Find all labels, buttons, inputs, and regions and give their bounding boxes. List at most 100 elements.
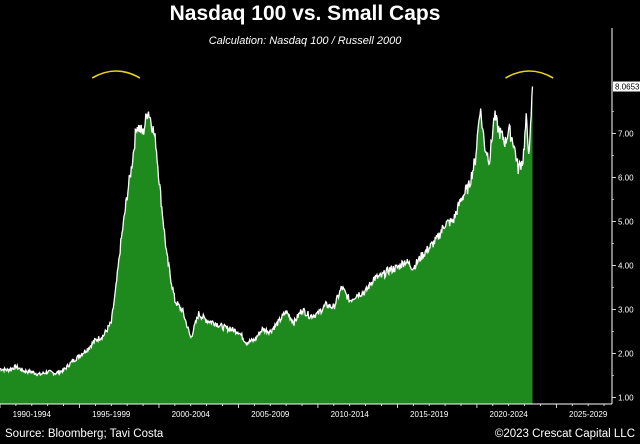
data-point <box>174 300 175 301</box>
data-point <box>71 362 72 363</box>
y-tick-label: 3.00 <box>618 305 634 314</box>
data-point <box>475 159 476 160</box>
data-point <box>87 348 88 349</box>
peak-arc-annotation <box>91 70 141 79</box>
data-point <box>532 86 533 87</box>
last-value-tag <box>613 81 640 92</box>
data-point <box>7 370 8 371</box>
x-tick-label: 2000-2004 <box>172 410 211 419</box>
data-point <box>111 322 112 323</box>
data-point <box>278 322 279 323</box>
data-point <box>317 313 318 314</box>
data-point <box>238 331 239 332</box>
data-point <box>293 322 294 323</box>
x-tick-label: 2015-2019 <box>410 410 449 419</box>
copyright-note: ©2023 Crescat Capital LLC <box>494 428 635 440</box>
series-line <box>0 86 534 377</box>
data-point <box>63 370 64 371</box>
data-point <box>499 131 500 132</box>
data-point <box>254 340 255 341</box>
data-point <box>286 311 287 312</box>
data-point <box>103 335 104 336</box>
peak-arc-annotation <box>505 70 554 79</box>
data-point <box>429 247 430 248</box>
data-point <box>301 309 302 310</box>
data-point <box>155 142 156 143</box>
data-point <box>160 194 161 195</box>
data-point <box>452 221 453 222</box>
data-point <box>190 337 191 338</box>
chart-subtitle: Calculation: Nasdaq 100 / Russell 2000 <box>208 35 402 47</box>
data-point <box>15 366 16 367</box>
data-point <box>518 168 519 169</box>
data-point <box>230 329 231 330</box>
x-tick-label: 2010-2014 <box>331 410 370 419</box>
axis-group: 1990-1994 1995-1999 2000-2004 2005-2009 2010… <box>0 28 640 419</box>
data-point <box>373 278 374 279</box>
data-point <box>484 146 485 147</box>
data-point <box>381 276 382 277</box>
y-tick-label: 4.00 <box>618 261 634 270</box>
data-point <box>526 120 527 121</box>
x-tick-label: 1995-1999 <box>92 410 131 419</box>
y-tick-label: 1.00 <box>618 393 634 402</box>
data-point <box>522 159 523 160</box>
data-point <box>147 109 148 110</box>
data-point <box>270 331 271 332</box>
data-point <box>389 269 390 270</box>
data-point <box>55 373 56 374</box>
data-point <box>505 142 506 143</box>
y-tick-label: 5.00 <box>618 217 634 226</box>
data-point <box>421 256 422 257</box>
last-value-label: 8.0653 <box>615 83 640 92</box>
y-tick-label: 6.00 <box>618 173 634 182</box>
data-point <box>115 287 116 288</box>
data-point <box>365 291 366 292</box>
data-point <box>494 115 495 116</box>
data-point <box>529 155 530 156</box>
x-tick-label: 2020-2024 <box>490 410 529 419</box>
data-point <box>349 300 350 301</box>
series-area-fill <box>0 86 533 404</box>
data-point <box>437 238 438 239</box>
data-point <box>357 293 358 294</box>
data-point <box>182 311 183 312</box>
data-point <box>47 371 48 372</box>
data-point <box>166 256 167 257</box>
data-point <box>444 223 445 224</box>
data-point <box>95 340 96 341</box>
data-point <box>31 371 32 372</box>
data-point <box>468 186 469 187</box>
data-point <box>127 194 128 195</box>
data-point <box>333 307 334 308</box>
data-point <box>150 120 151 121</box>
data-point <box>262 329 263 330</box>
chart-title: Nasdaq 100 vs. Small Caps <box>169 2 441 25</box>
annotation-group <box>91 70 554 79</box>
data-point <box>325 304 326 305</box>
data-point <box>206 320 207 321</box>
data-point <box>397 267 398 268</box>
y-tick-label: 7.00 <box>618 129 634 138</box>
data-point <box>460 199 461 200</box>
data-point <box>479 106 480 107</box>
data-point <box>214 322 215 323</box>
data-point <box>23 370 24 371</box>
data-point <box>131 164 132 165</box>
data-point <box>142 133 143 134</box>
data-point <box>508 128 509 129</box>
data-point <box>513 142 514 143</box>
x-tick-label: 2005-2009 <box>251 410 290 419</box>
data-point <box>309 315 310 316</box>
source-note: Source: Bloomberg; Tavi Costa <box>5 428 164 440</box>
y-tick-label: 2.00 <box>618 349 634 358</box>
x-tick-label: 1990-1994 <box>13 410 52 419</box>
data-point <box>341 287 342 288</box>
data-point <box>198 313 199 314</box>
data-point <box>246 342 247 343</box>
data-point <box>413 267 414 268</box>
data-point <box>222 326 223 327</box>
data-point <box>79 355 80 356</box>
data-point <box>120 243 121 244</box>
